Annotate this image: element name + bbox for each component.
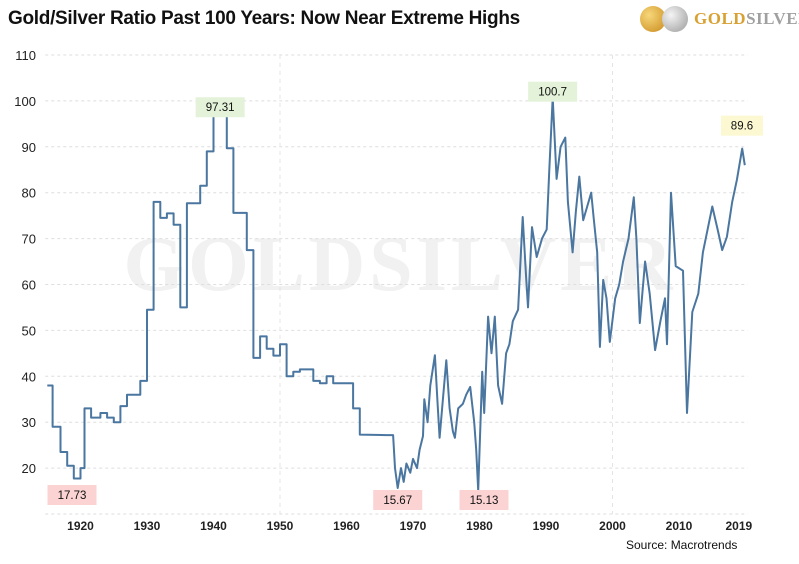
y-tick-label: 70: [22, 232, 36, 247]
annotation-label: 89.6: [731, 121, 753, 133]
x-tick-label: 1960: [333, 519, 360, 533]
y-tick-label: 80: [22, 186, 36, 201]
x-tick-label: 1970: [400, 519, 427, 533]
y-tick-label: 20: [22, 461, 36, 476]
source-note: Source: Macrotrends: [626, 538, 738, 552]
y-tick-label: 90: [22, 140, 36, 155]
annotation-label: 97.31: [206, 102, 235, 114]
annotation-box: [373, 490, 423, 510]
annotation-box: [47, 485, 97, 505]
x-tick-label: 1930: [134, 519, 161, 533]
x-tick-label: 1950: [267, 519, 294, 533]
y-tick-label: 60: [22, 278, 36, 293]
annotation-box: [721, 115, 763, 136]
annotation-box: [528, 81, 578, 102]
silver-coin-icon: [662, 6, 688, 32]
x-tick-label: 1920: [67, 519, 94, 533]
annotation-label: 15.13: [470, 495, 499, 507]
x-tick-label: 2010: [666, 519, 693, 533]
x-tick-label: 2000: [599, 519, 626, 533]
annotation-box: [195, 97, 245, 118]
y-tick-label: 110: [15, 48, 36, 63]
watermark: GOLDSILVER: [124, 220, 677, 307]
y-tick-label: 100: [14, 94, 36, 109]
logo-text: GOLDSILVER: [694, 9, 799, 28]
annotation-label: 17.73: [58, 490, 87, 502]
y-tick-label: 50: [22, 323, 36, 338]
x-tick-label: 1940: [200, 519, 227, 533]
chart-title: Gold/Silver Ratio Past 100 Years: Now Ne…: [8, 8, 520, 29]
gold-coin-icon: [640, 6, 666, 32]
goldsilver-logo: GOLDSILVER: [640, 3, 799, 35]
y-tick-label: 30: [22, 415, 36, 430]
x-tick-label: 2019: [725, 519, 752, 533]
y-tick-label: 40: [22, 369, 36, 384]
ratio-line: [47, 96, 746, 492]
x-tick-label: 1980: [466, 519, 493, 533]
x-tick-label: 1990: [533, 519, 560, 533]
annotation-label: 100.7: [538, 87, 567, 99]
annotation-label: 15.67: [383, 495, 412, 507]
annotation-box: [459, 490, 509, 510]
